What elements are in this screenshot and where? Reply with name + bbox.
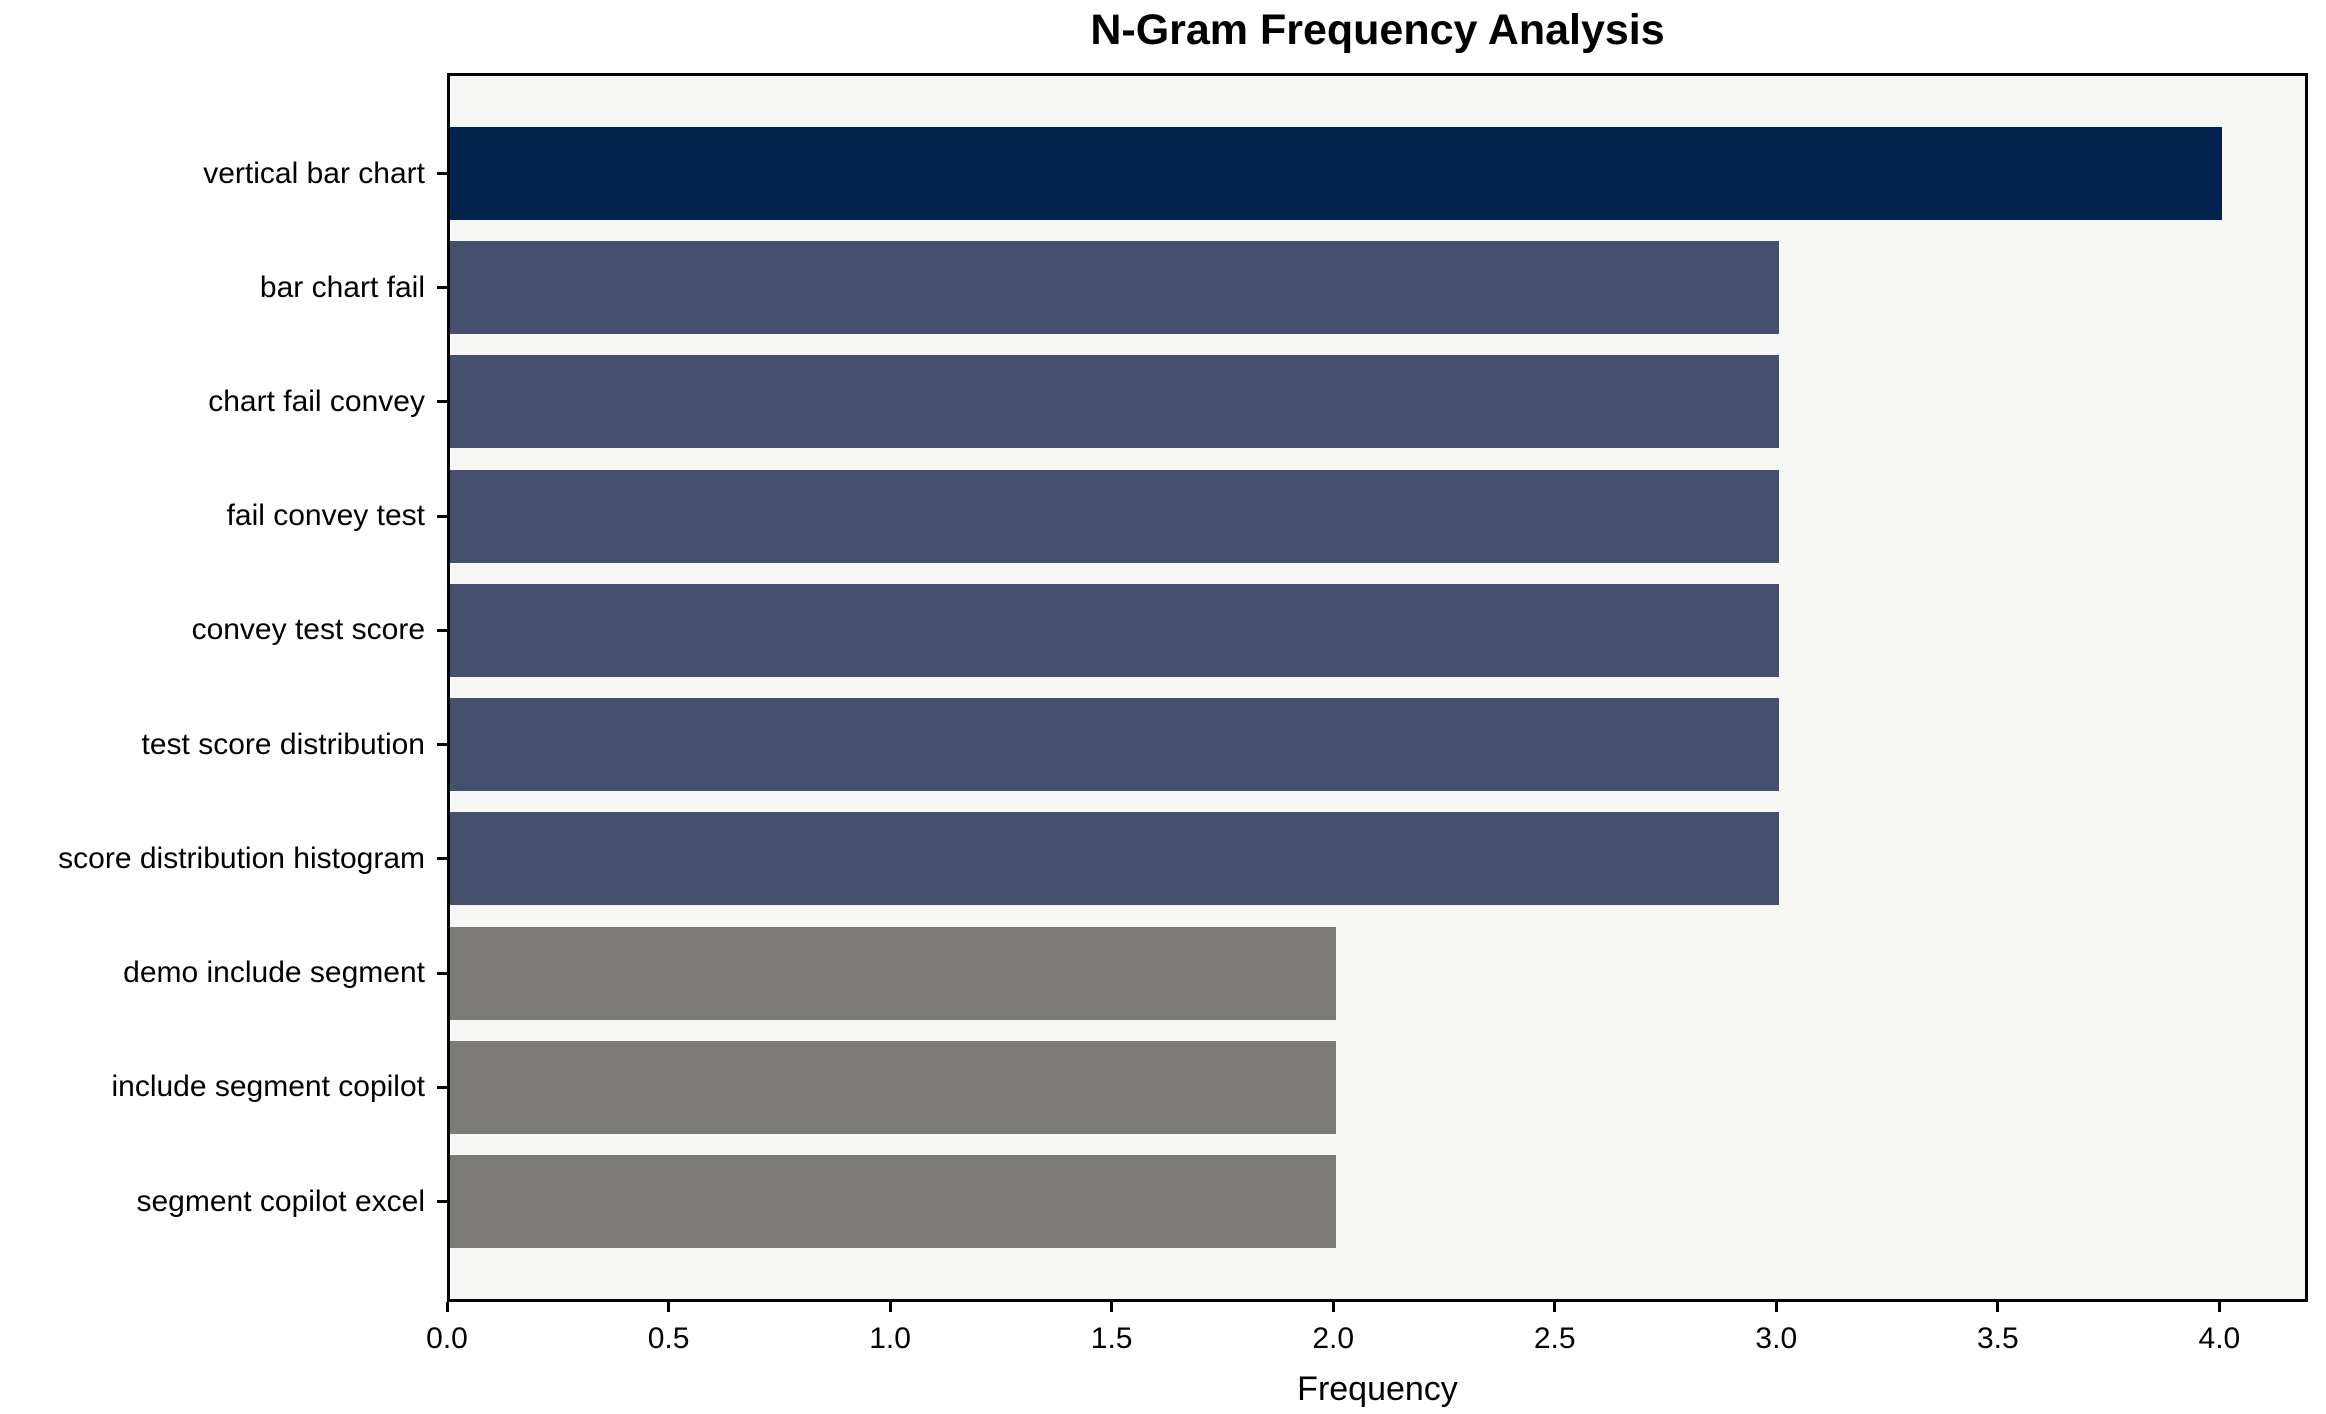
x-tick-label: 0.0	[426, 1322, 468, 1355]
x-tick-mark	[445, 1302, 449, 1312]
bar-4	[450, 469, 1780, 563]
x-tick-mark	[2217, 1302, 2221, 1312]
y-tick-mark	[437, 514, 447, 518]
y-tick-mark	[437, 743, 447, 747]
bar-9	[450, 1040, 1337, 1134]
y-tick-label: fail convey test	[226, 499, 425, 533]
y-tick-mark	[437, 628, 447, 632]
y-tick-label: score distribution histogram	[58, 841, 425, 875]
x-tick-label: 2.5	[1533, 1322, 1576, 1355]
x-tick-mark	[1996, 1302, 2000, 1312]
y-tick-label: include segment copilot	[111, 1070, 425, 1104]
x-tick-label: 4.0	[2198, 1322, 2241, 1355]
bar-3	[450, 355, 1780, 449]
x-tick-mark	[1110, 1302, 1114, 1312]
y-tick-mark	[437, 286, 447, 290]
x-tick-mark	[667, 1302, 671, 1312]
bar-7	[450, 812, 1780, 906]
bar-8	[450, 926, 1337, 1020]
x-tick-label: 2.0	[1312, 1322, 1355, 1355]
y-tick-label: vertical bar chart	[203, 156, 425, 190]
x-tick-mark	[1553, 1302, 1557, 1312]
y-tick-label: test score distribution	[141, 727, 425, 761]
bar-1	[450, 127, 2223, 220]
x-tick-label: 1.5	[1090, 1322, 1133, 1355]
bar-5	[450, 583, 1780, 677]
x-axis-label: Frequency	[1297, 1370, 1458, 1408]
bar-6	[450, 698, 1780, 792]
y-tick-mark	[437, 1200, 447, 1203]
y-tick-label: demo include segment	[123, 956, 425, 990]
x-tick-mark	[1774, 1302, 1778, 1312]
y-tick-mark	[437, 172, 447, 175]
x-tick-mark	[1331, 1302, 1335, 1312]
y-tick-mark	[437, 971, 447, 975]
y-tick-mark	[437, 857, 447, 861]
y-tick-mark	[437, 1085, 447, 1089]
x-tick-mark	[888, 1302, 892, 1312]
bar-2	[450, 241, 1780, 335]
plot-area	[447, 73, 2308, 1302]
x-tick-label: 3.5	[1976, 1322, 2019, 1355]
y-tick-label: convey test score	[191, 613, 425, 647]
chart-title: N-Gram Frequency Analysis	[1090, 6, 1665, 54]
y-tick-mark	[437, 400, 447, 404]
y-tick-label: chart fail convey	[208, 384, 425, 418]
y-tick-label: segment copilot excel	[136, 1184, 426, 1218]
x-tick-label: 3.0	[1755, 1322, 1798, 1355]
bar-10	[450, 1155, 1337, 1248]
x-tick-label: 1.0	[869, 1322, 911, 1355]
y-tick-label: bar chart fail	[259, 270, 425, 304]
x-tick-label: 0.5	[647, 1322, 690, 1355]
